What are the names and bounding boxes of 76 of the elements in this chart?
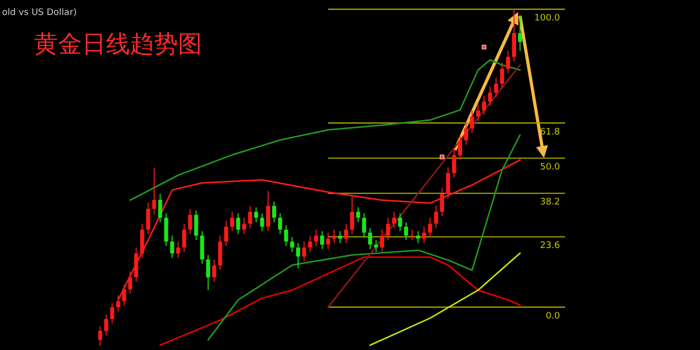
candlestick — [134, 247, 138, 282]
candlestick — [164, 212, 168, 247]
candlestick — [398, 212, 402, 232]
candlestick — [182, 223, 186, 252]
candlestick — [356, 206, 360, 223]
candlestick — [140, 223, 144, 258]
candlestick — [236, 212, 240, 235]
candlestick — [518, 14, 522, 52]
candlestick — [188, 208, 192, 235]
candlestick — [434, 205, 438, 229]
candlestick — [482, 95, 486, 116]
candlestick — [200, 230, 204, 264]
candlestick — [344, 223, 348, 244]
candlestick — [158, 193, 162, 223]
candlestick — [368, 228, 372, 250]
ref-line-label: 100.0 — [534, 14, 560, 24]
candlestick — [314, 229, 318, 247]
candlestick — [332, 229, 336, 244]
candlestick — [362, 212, 366, 238]
candlestick — [272, 200, 276, 223]
ref-line-label: 23.6 — [540, 241, 560, 252]
text: old vs US Dollar) — [2, 8, 77, 18]
candlestick — [284, 224, 288, 247]
candlestick — [326, 232, 330, 250]
candlestick — [380, 229, 384, 252]
candlestick — [320, 230, 324, 250]
candlestick — [278, 212, 282, 235]
candlestick — [194, 210, 198, 241]
candlestick — [338, 230, 342, 244]
candlestick — [206, 254, 210, 291]
candlestick — [302, 241, 306, 262]
candlestick — [416, 230, 420, 244]
candlestick — [128, 270, 132, 294]
candlestick — [176, 241, 180, 258]
candlestick — [374, 240, 378, 252]
candlestick — [458, 134, 462, 160]
candlestick — [290, 236, 294, 252]
candlestick — [152, 168, 156, 216]
candlestick — [260, 212, 264, 232]
candlestick — [500, 62, 504, 89]
candlestick — [440, 187, 444, 217]
candlestick — [506, 50, 510, 74]
candlestick — [446, 166, 450, 199]
candlestick — [512, 8, 516, 62]
candlestick — [296, 242, 300, 269]
candlestick — [476, 104, 480, 122]
ref-line-label: 50.0 — [540, 162, 560, 173]
candlestick — [218, 235, 222, 270]
ref-line-label: 0.0 — [546, 311, 560, 322]
candlestick — [494, 77, 498, 98]
candlestick — [410, 229, 414, 241]
candlestick — [404, 222, 408, 241]
candlestick — [224, 220, 228, 247]
candlestick — [104, 314, 108, 336]
candlestick — [266, 190, 270, 232]
candlestick — [452, 148, 456, 178]
text: 黄金日线趋势图 — [34, 29, 202, 60]
candlestick — [308, 235, 312, 252]
candlestick — [248, 205, 252, 229]
candlestick — [350, 194, 354, 235]
candlestick — [386, 217, 390, 241]
candlestick — [98, 326, 102, 346]
candlestick — [422, 226, 426, 244]
candlestick — [392, 211, 396, 229]
candlestick — [170, 235, 174, 258]
candlestick — [488, 86, 492, 107]
candlestick — [470, 110, 474, 134]
candlestick — [146, 202, 150, 235]
ref-line-label: 38.2 — [540, 198, 560, 208]
candlestick — [254, 206, 258, 223]
candlestick — [428, 217, 432, 238]
candlestick — [110, 302, 114, 324]
candlestick — [212, 258, 216, 282]
candlestick — [464, 122, 468, 146]
candlestick — [242, 217, 246, 235]
candlestick — [230, 211, 234, 232]
